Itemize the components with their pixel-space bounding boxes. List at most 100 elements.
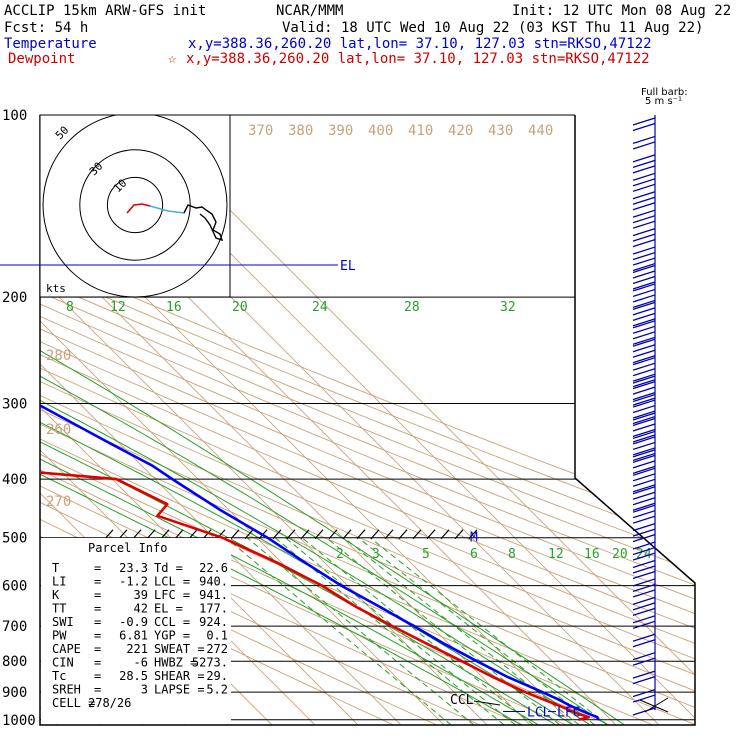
wind-barb [632,393,656,425]
parcel-label: Td = [154,561,183,575]
hatch-mark [104,529,114,540]
wind-barb [632,707,656,716]
hodograph-ring [79,149,191,261]
sounding-profiles [40,115,600,722]
hatch-mark [160,529,170,540]
mixing-ratio-line [357,537,596,725]
parcel-info-box: Parcel Info T = 23.3 Td = 22.6 LI = -1.2 LCL = 94… [41,538,231,724]
wind-barb [632,228,656,248]
parcel-label: K [52,588,60,602]
wind-barb [632,523,656,543]
dry-adiabat [40,115,695,725]
institution: NCAR/MMM [276,3,343,19]
dry-adiabat [40,115,695,725]
temperature-profile [40,115,600,721]
parcel-value: 272 [206,642,228,656]
theta-label: 270 [46,494,71,510]
wind-barb [632,320,656,345]
theta-label: 440 [528,123,553,139]
dry-adiabat [40,115,695,725]
mixing-ratio-line [369,537,608,725]
star-icon: ☆ [168,51,177,67]
parcel-value: -6 [134,656,148,670]
wind-barb [632,154,656,174]
hodograph-units: kts [46,282,66,295]
mixing-ratio-line [284,537,516,725]
theta-label: 400 [368,123,393,139]
dry-adiabat [40,115,695,725]
parcel-value: 941. [199,588,228,602]
hatch-mark [356,529,366,540]
parcel-value: 22.6 [199,561,228,575]
hatch-mark [202,529,212,540]
moist-adiabat [40,296,522,725]
wind-barb [632,375,656,406]
lcl-label: LCL [527,706,551,721]
wind-barb [632,541,656,561]
dry-adiabat [40,115,695,725]
pressure-label-100: 100 [2,108,27,124]
hatch-mark [342,529,352,540]
theta-label: 260 [46,422,71,438]
mixing-ratio-line [343,537,580,725]
parcel-eq: = [94,656,101,670]
parcel-eq: = [94,615,101,629]
dry-adiabat [40,115,695,725]
header: ACCLIP 15km ARW-GFS init NCAR/MMM Init: … [4,3,731,107]
theta-label: 380 [288,123,313,139]
wind-barb [632,430,656,462]
mixing-ratio-label: 16 [584,547,600,562]
forecast-hour: Fcst: 54 h [4,20,88,36]
hodograph-ring [42,115,228,297]
parcel-label: CIN [52,656,74,670]
parcel-eq: = [94,683,101,697]
dry-adiabat [40,115,610,725]
ccl-label: CCL [450,693,474,708]
parcel-label: PW [52,629,67,643]
wind-barb [632,338,656,364]
theta-label: 420 [448,123,473,139]
pressure-label-200: 200 [2,290,27,306]
parcel-value: -0.9 [119,615,148,629]
hatch-mark [146,529,156,540]
hatch-mark [174,529,184,540]
parcel-value: 5273. [192,656,228,670]
mixing-ratio-label: 3 [372,547,380,562]
hatch-mark [286,529,296,540]
hatch-mark [398,529,408,540]
isotherm-line [40,115,402,725]
parcel-eq: = [94,575,101,589]
hodograph-mid-trace [149,205,185,214]
wind-barb [632,449,656,474]
pressure-axis-labels: 100 200 300 400 500 600 700 800 900 1000 [2,108,36,729]
moist-adiabat-label: 16 [166,300,182,315]
wind-barb [632,301,656,327]
wind-barb [632,688,656,703]
parcel-eq: = [94,561,101,575]
hatch-mark [300,529,310,540]
hatch-mark [370,529,380,540]
parcel-label: LI [52,575,66,589]
mixing-ratio-label: 20 [612,547,628,562]
barb-legend-line1: Full barb: [641,87,688,98]
parcel-value: 940. [199,575,228,589]
wind-barb [632,615,656,629]
mixing-ratio-line [225,537,452,725]
parcel-label: SREH [52,683,81,697]
parcel-eq: = [94,669,101,683]
hatch-mark [132,529,142,540]
wind-barb [632,357,656,388]
pressure-label-500: 500 [2,531,27,547]
hatch-mark [384,529,394,540]
wind-barb [632,117,656,132]
hatch-mark [426,529,436,540]
temperature-legend-label: Temperature [4,36,97,52]
wind-barb [632,652,656,666]
parcel-eq: = [94,629,101,643]
lfc-label: LFC [557,706,580,721]
isotherm-line [40,115,531,725]
barb-legend-line2: 5 m s⁻¹ [645,96,682,107]
dry-adiabat [40,115,695,725]
parcel-label: LFC = [154,588,190,602]
